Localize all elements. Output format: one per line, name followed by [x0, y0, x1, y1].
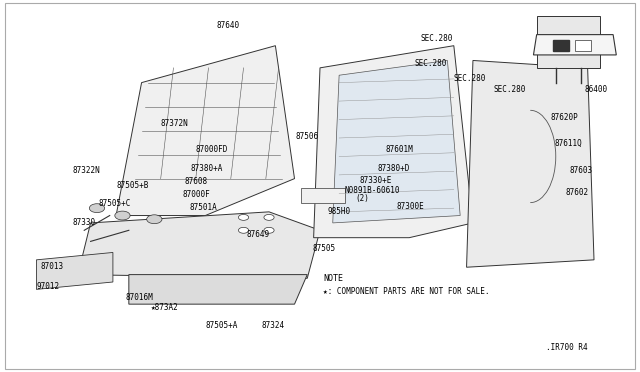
Text: 87505: 87505	[312, 244, 335, 253]
Text: SEC.280: SEC.280	[414, 59, 447, 68]
Text: 87602: 87602	[565, 188, 588, 197]
Text: 87380+A: 87380+A	[190, 164, 222, 173]
Text: 87505+B: 87505+B	[116, 181, 148, 190]
Text: 87608: 87608	[185, 177, 208, 186]
Polygon shape	[78, 212, 320, 278]
Text: 87640: 87640	[217, 21, 240, 30]
Circle shape	[239, 214, 248, 220]
Polygon shape	[537, 16, 600, 68]
Bar	[575, 40, 591, 51]
Text: (2): (2)	[355, 195, 369, 203]
Text: 87300E: 87300E	[396, 202, 424, 211]
Text: SEC.280: SEC.280	[420, 34, 453, 43]
Text: 87601M: 87601M	[386, 145, 413, 154]
Text: 87501A: 87501A	[189, 203, 217, 212]
Text: 87322N: 87322N	[73, 166, 100, 175]
Polygon shape	[129, 275, 307, 304]
Text: 87016M: 87016M	[125, 293, 154, 302]
Text: 87013: 87013	[41, 262, 64, 271]
Text: ★: COMPONENT PARTS ARE NOT FOR SALE.: ★: COMPONENT PARTS ARE NOT FOR SALE.	[323, 287, 490, 296]
Text: 87000FD: 87000FD	[196, 145, 228, 154]
Text: N0891B-60610: N0891B-60610	[344, 186, 400, 195]
Text: 86400: 86400	[584, 85, 607, 94]
Circle shape	[264, 227, 274, 233]
Text: .IR700 R4: .IR700 R4	[546, 343, 588, 352]
Text: 87620P: 87620P	[550, 113, 579, 122]
Text: 87505+C: 87505+C	[99, 199, 131, 208]
Bar	[301, 188, 346, 203]
Polygon shape	[36, 253, 113, 289]
Bar	[552, 40, 568, 51]
Text: 87649: 87649	[246, 230, 270, 239]
Text: SEC.280: SEC.280	[454, 74, 486, 83]
Text: ★873A2: ★873A2	[151, 302, 179, 312]
Text: NOTE: NOTE	[323, 274, 343, 283]
Polygon shape	[534, 35, 616, 55]
Text: 87380+D: 87380+D	[378, 164, 410, 173]
Circle shape	[115, 211, 130, 220]
Circle shape	[147, 215, 162, 224]
Text: 87506: 87506	[296, 132, 319, 141]
Text: 87324: 87324	[261, 321, 285, 330]
Polygon shape	[467, 61, 594, 267]
Text: 87372N: 87372N	[161, 119, 188, 128]
Text: 87330: 87330	[73, 218, 96, 227]
Polygon shape	[333, 61, 460, 223]
Text: 87603: 87603	[570, 166, 593, 175]
Circle shape	[264, 214, 274, 220]
Circle shape	[239, 227, 248, 233]
Text: 97012: 97012	[36, 282, 60, 291]
Text: 985H0: 985H0	[328, 206, 351, 216]
Text: 87000F: 87000F	[183, 190, 211, 199]
Text: 87505+A: 87505+A	[205, 321, 237, 330]
Polygon shape	[314, 46, 473, 238]
Text: SEC.280: SEC.280	[494, 85, 526, 94]
Text: 87330+E: 87330+E	[360, 176, 392, 185]
Circle shape	[90, 204, 104, 212]
Text: 87611Q: 87611Q	[554, 139, 582, 148]
Polygon shape	[116, 46, 294, 215]
